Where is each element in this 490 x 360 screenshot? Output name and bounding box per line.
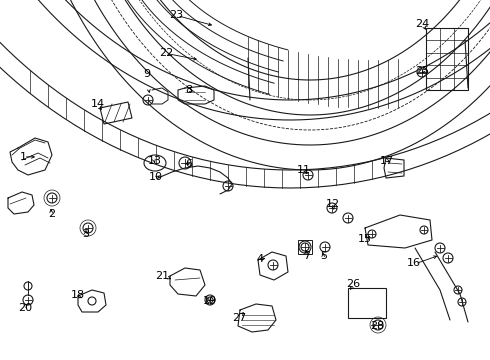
Bar [426, 28, 468, 90]
Text: 22: 22 [159, 48, 174, 58]
Text: 26: 26 [346, 279, 360, 289]
Text: 8: 8 [185, 85, 192, 95]
Text: 25: 25 [416, 66, 429, 76]
Text: 24: 24 [415, 19, 430, 30]
Text: 17: 17 [380, 156, 394, 166]
Text: 14: 14 [91, 99, 105, 109]
Text: 3: 3 [82, 229, 89, 239]
Text: 28: 28 [370, 321, 385, 331]
Text: 20: 20 [19, 303, 32, 313]
Text: 16: 16 [407, 258, 421, 268]
Text: 2: 2 [48, 209, 55, 219]
Bar [348, 288, 386, 318]
Text: 10: 10 [149, 172, 163, 182]
Text: 6: 6 [185, 159, 192, 169]
Text: 15: 15 [358, 234, 372, 244]
Text: 13: 13 [147, 156, 161, 166]
Text: 12: 12 [326, 199, 340, 210]
Text: 21: 21 [155, 271, 169, 282]
Text: 27: 27 [232, 312, 246, 323]
Bar [298, 240, 312, 254]
Text: 19: 19 [203, 296, 217, 306]
Text: 11: 11 [297, 165, 311, 175]
Text: 7: 7 [303, 251, 310, 261]
Text: 9: 9 [144, 69, 150, 79]
Text: 1: 1 [20, 152, 27, 162]
Text: 23: 23 [170, 10, 183, 20]
Text: 18: 18 [71, 290, 84, 300]
Text: 5: 5 [320, 251, 327, 261]
Text: 4: 4 [256, 254, 263, 264]
